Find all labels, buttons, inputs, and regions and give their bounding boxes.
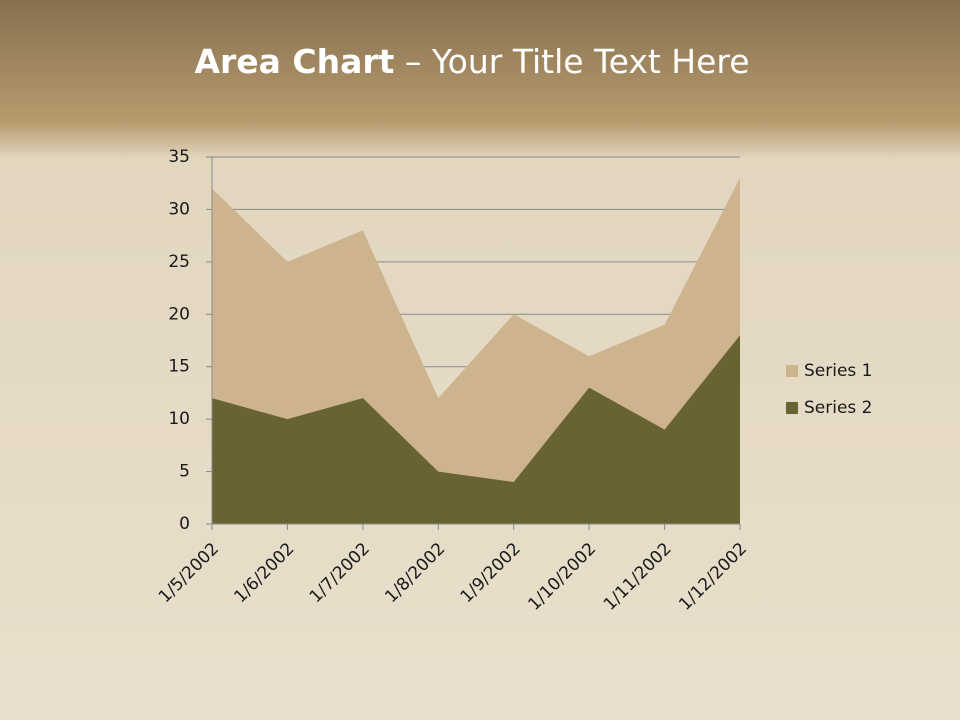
y-tick-label: 25 — [168, 252, 190, 272]
legend-label: Series 1 — [804, 361, 873, 381]
title-rest: – Your Title Text Here — [405, 42, 750, 81]
chart-title: Area Chart – Your Title Text Here — [194, 42, 749, 81]
y-tick-label: 30 — [168, 199, 190, 219]
y-tick-label: 15 — [168, 357, 190, 377]
y-tick-label: 35 — [168, 147, 190, 167]
title-bold: Area Chart — [194, 42, 394, 81]
y-tick-label: 10 — [168, 409, 190, 429]
y-tick-label: 0 — [179, 514, 190, 534]
legend-swatch — [786, 402, 798, 414]
area — [212, 335, 740, 524]
legend-label: Series 2 — [804, 398, 873, 418]
y-tick-label: 20 — [168, 304, 190, 324]
y-tick-label: 5 — [179, 462, 190, 482]
legend-swatch — [786, 365, 798, 377]
